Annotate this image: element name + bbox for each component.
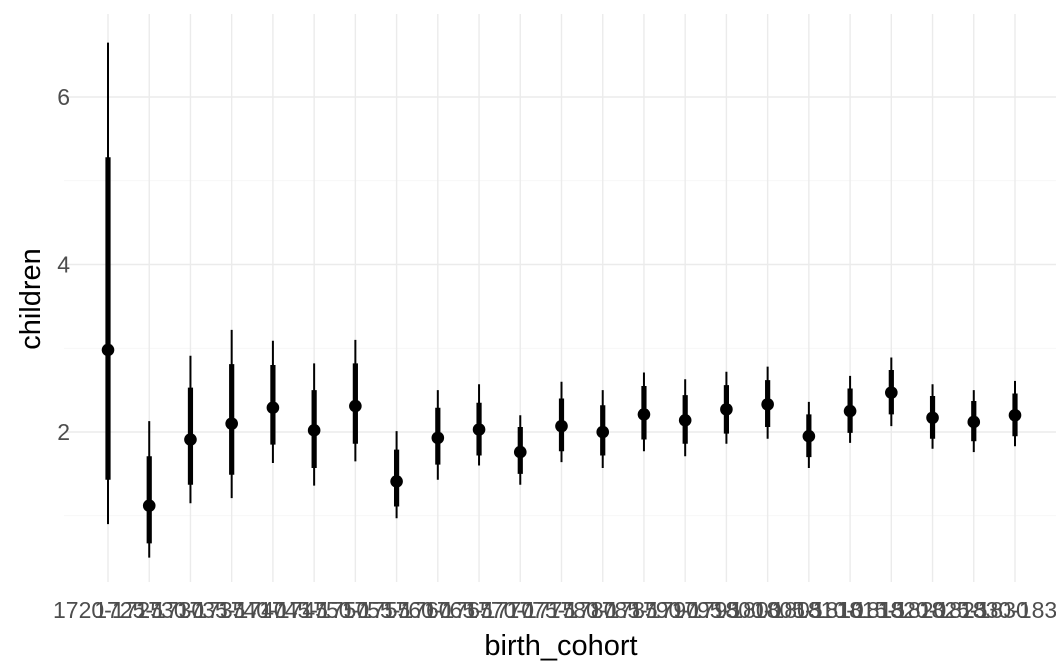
point-estimate [926, 411, 939, 425]
y-tick-label: 4 [57, 252, 70, 278]
x-axis-title: birth_cohort [484, 630, 637, 662]
point-estimate [678, 413, 692, 427]
x-tick-label: 1790-1795 [630, 597, 740, 623]
data-marks [101, 42, 1022, 558]
point-estimate [637, 408, 651, 421]
x-tick-label: 1830-1835 [960, 597, 1056, 623]
point-estimate [596, 425, 610, 439]
x-tick-labels: 1720-17251725-17301730-17351735-17401740… [53, 597, 1056, 623]
y-tick-label: 6 [57, 84, 70, 110]
x-tick-label: 1780-1785 [548, 597, 658, 623]
x-tick-label: 1735-1740 [177, 597, 287, 623]
point-estimate [390, 475, 403, 488]
x-tick-label: 1730-1735 [135, 597, 245, 623]
x-tick-label: 1795-1800 [671, 597, 781, 623]
point-estimate [555, 419, 568, 433]
x-tick-label: 1745-1750 [259, 597, 369, 623]
x-tick-label: 1720-1725 [53, 597, 163, 623]
y-axis-title: children [15, 248, 47, 350]
x-tick-label: 1750-1755 [300, 597, 410, 623]
x-tick-label: 1740-1745 [218, 597, 328, 623]
point-estimate [843, 404, 857, 418]
point-estimate [761, 398, 774, 411]
x-tick-label: 1725-1730 [94, 597, 204, 623]
point-estimate [472, 423, 486, 436]
point-estimate [802, 429, 816, 443]
x-tick-label: 1810-1815 [795, 597, 905, 623]
point-estimate [431, 431, 445, 445]
x-tick-label: 1760-1765 [383, 597, 493, 623]
point-estimate [266, 401, 280, 415]
x-tick-label: 1815-1820 [836, 597, 946, 623]
point-estimate [101, 343, 115, 357]
point-estimate [184, 433, 197, 446]
x-tick-label: 1805-1810 [754, 597, 864, 623]
point-estimate [142, 499, 156, 512]
point-estimate [349, 399, 362, 413]
y-tick-label: 2 [57, 419, 70, 445]
x-tick-label: 1785-1790 [589, 597, 699, 623]
x-tick-label: 1820-1825 [878, 597, 988, 623]
x-tick-label: 1755-1760 [342, 597, 452, 623]
x-tick-label: 1800-1805 [713, 597, 823, 623]
y-tick-labels: 2 4 6 [57, 84, 70, 445]
point-estimate [885, 386, 898, 399]
x-tick-label: 1770-1775 [465, 597, 575, 623]
point-estimate [967, 415, 981, 429]
x-tick-label: 1765-1770 [424, 597, 534, 623]
point-estimate [513, 445, 527, 459]
point-estimate [1008, 408, 1022, 422]
x-tick-label: 1825-1830 [919, 597, 1029, 623]
x-tick-label: 1775-1780 [507, 597, 617, 623]
point-estimate [307, 424, 321, 437]
grid-layer [64, 14, 1056, 582]
point-estimate [720, 403, 733, 416]
point-estimate [225, 417, 238, 430]
